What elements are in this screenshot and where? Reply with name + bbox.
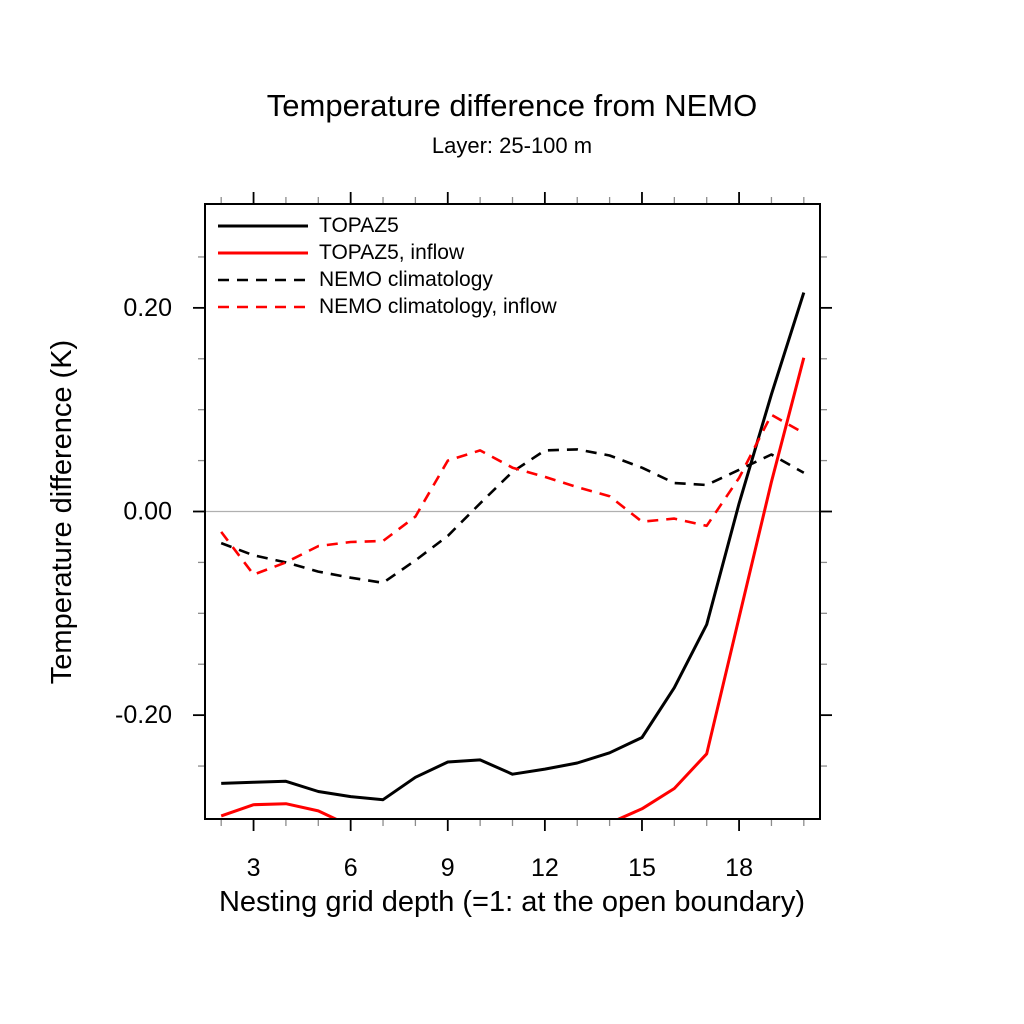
x-tick-label: 3 bbox=[247, 854, 261, 882]
legend-item-topaz5: TOPAZ5 bbox=[218, 212, 557, 239]
legend: TOPAZ5 TOPAZ5, inflow NEMO climatology N… bbox=[218, 212, 557, 320]
legend-line-solid-red-icon bbox=[218, 251, 308, 254]
legend-item-topaz5-inflow: TOPAZ5, inflow bbox=[218, 239, 557, 266]
legend-item-nemo-climatology: NEMO climatology bbox=[218, 266, 557, 293]
legend-label: TOPAZ5 bbox=[319, 213, 399, 237]
legend-label: NEMO climatology bbox=[319, 267, 493, 291]
curve-topaz5 bbox=[221, 292, 806, 802]
x-axis-label: Nesting grid depth (=1: at the open boun… bbox=[218, 886, 806, 918]
x-tick-label: 15 bbox=[628, 854, 656, 882]
x-tick-label: 6 bbox=[344, 854, 358, 882]
legend-line-dashed-red-icon bbox=[218, 305, 308, 308]
curve-nemo-climatology-inflow bbox=[220, 413, 805, 576]
legend-line-dashed-black-icon bbox=[218, 278, 308, 281]
curve-nemo-climatology bbox=[220, 448, 805, 585]
x-tick-label: 18 bbox=[725, 854, 753, 882]
y-tick-label: -0.20 bbox=[115, 701, 172, 729]
legend-item-nemo-climatology-inflow: NEMO climatology, inflow bbox=[218, 293, 557, 320]
chart-subtitle: Layer: 25-100 m bbox=[431, 133, 593, 158]
y-tick-label: 0.00 bbox=[123, 498, 172, 526]
plot-frame bbox=[204, 203, 821, 820]
y-tick-label: 0.20 bbox=[123, 294, 172, 322]
chart-title: Temperature difference from NEMO bbox=[266, 88, 758, 123]
legend-line-solid-black-icon bbox=[218, 224, 308, 227]
legend-label: TOPAZ5, inflow bbox=[319, 240, 465, 264]
curve-topaz5-inflow bbox=[220, 357, 806, 819]
x-tick-label: 12 bbox=[531, 854, 559, 882]
legend-label: NEMO climatology, inflow bbox=[319, 294, 557, 318]
x-tick-label: 9 bbox=[441, 854, 455, 882]
